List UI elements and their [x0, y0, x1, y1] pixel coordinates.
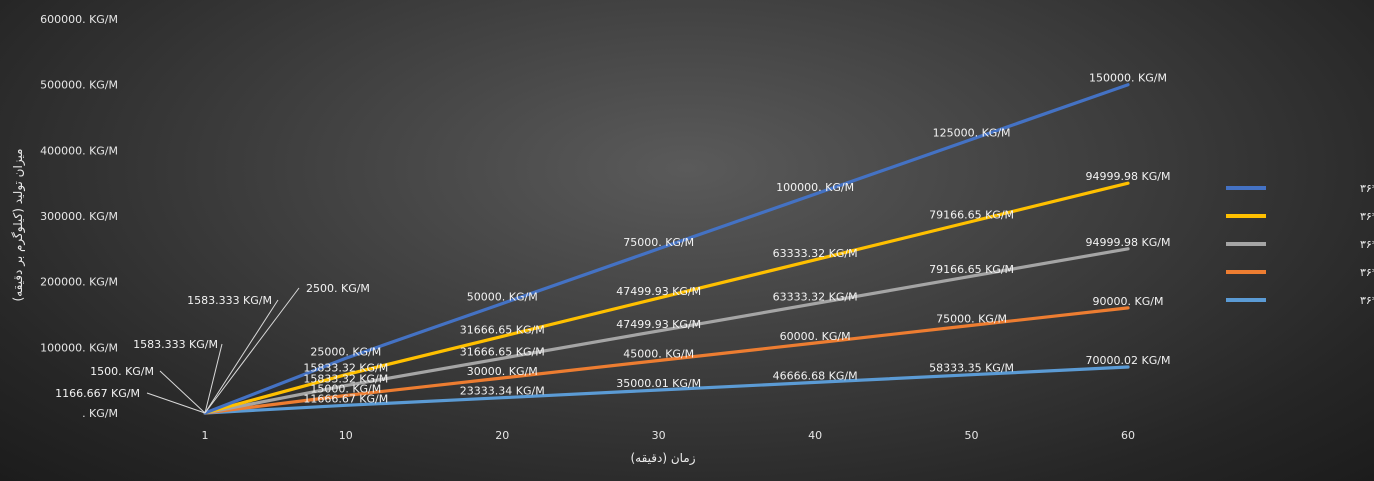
- data-label: 15833.32 KG/M: [303, 362, 388, 375]
- origin-callout-label: 1500. KG/M: [90, 365, 154, 378]
- origin-callout-label: 2500. KG/M: [306, 282, 370, 295]
- y-tick-label: 200000. KG/M: [40, 276, 118, 289]
- data-label: 125000. KG/M: [933, 126, 1011, 139]
- callout-leader: [146, 392, 206, 414]
- data-label: 46666.68 KG/M: [773, 369, 858, 382]
- x-tick-label: 10: [339, 429, 353, 442]
- callout-leader: [204, 343, 223, 414]
- callout-leader: [204, 299, 279, 414]
- data-label: 30000. KG/M: [467, 365, 538, 378]
- data-label: 100000. KG/M: [776, 181, 854, 194]
- data-label: 11666.67 KG/M: [303, 392, 388, 405]
- data-label: 47499.93 KG/M: [616, 318, 701, 331]
- legend-label: هیدروکن ۴*۳۶: [1360, 238, 1374, 251]
- legend-label: هیدروکن ۲*۳۶: [1360, 294, 1374, 307]
- y-tick-label: 500000. KG/M: [40, 79, 118, 92]
- origin-callout-label: 1166.667 KG/M: [55, 387, 140, 400]
- series-line: [203, 83, 1130, 415]
- legend-label: هیدروکن ۳*۳۶: [1360, 266, 1374, 279]
- data-label: 79166.65 KG/M: [929, 208, 1014, 221]
- series-line: [203, 181, 1130, 415]
- callout-leader: [159, 370, 206, 414]
- data-label: 15000. KG/M: [310, 382, 381, 395]
- series-line: [203, 247, 1130, 415]
- x-tick-label: 30: [652, 429, 666, 442]
- data-label: 31666.65 KG/M: [460, 323, 545, 336]
- data-label: 75000. KG/M: [623, 236, 694, 249]
- y-axis-title: میزان تولید (کیلوگرم بر دقیقه): [11, 149, 26, 302]
- x-tick-label: 60: [1121, 429, 1135, 442]
- series-line: [203, 365, 1130, 415]
- y-tick-label: 400000. KG/M: [40, 144, 118, 157]
- x-axis-title: زمان (دقیقه): [630, 451, 695, 466]
- data-label: 25000. KG/M: [310, 345, 381, 358]
- x-tick-label: 50: [965, 429, 979, 442]
- data-label: 15833.32 KG/M: [303, 373, 388, 386]
- data-label: 58333.35 KG/M: [929, 362, 1014, 375]
- data-label: 63333.32 KG/M: [773, 247, 858, 260]
- data-label: 35000.01 KG/M: [616, 377, 701, 390]
- data-label: 60000. KG/M: [780, 330, 851, 343]
- y-tick-label: 100000. KG/M: [40, 341, 118, 354]
- data-label: 63333.32 KG/M: [773, 291, 858, 304]
- data-label: 75000. KG/M: [936, 312, 1007, 325]
- data-label: 31666.65 KG/M: [460, 345, 545, 358]
- y-tick-label: . KG/M: [82, 407, 118, 420]
- data-label: 150000. KG/M: [1089, 72, 1167, 85]
- series-line: [203, 306, 1130, 415]
- legend-label: هیدروکن ۵,۵*۳۶: [1360, 210, 1374, 223]
- x-tick-label: 40: [808, 429, 822, 442]
- callout-leader: [204, 287, 300, 414]
- data-label: 94999.98 KG/M: [1086, 170, 1171, 183]
- y-tick-label: 300000. KG/M: [40, 210, 118, 223]
- data-label: 23333.34 KG/M: [460, 385, 545, 398]
- data-label: 47499.93 KG/M: [616, 285, 701, 298]
- origin-callout-label: 1583.333 KG/M: [187, 294, 272, 307]
- legend-label: هیدروکن ۷,۵*۳۶: [1360, 182, 1374, 195]
- data-label: 50000. KG/M: [467, 291, 538, 304]
- data-label: 90000. KG/M: [1093, 295, 1164, 308]
- data-label: 94999.98 KG/M: [1086, 236, 1171, 249]
- data-label: 70000.02 KG/M: [1086, 354, 1171, 367]
- origin-callout-label: 1583.333 KG/M: [133, 338, 218, 351]
- data-label: 45000. KG/M: [623, 347, 694, 360]
- x-tick-label: 20: [495, 429, 509, 442]
- x-tick-label: 1: [202, 429, 209, 442]
- data-label: 79166.65 KG/M: [929, 263, 1014, 276]
- y-tick-label: 600000. KG/M: [40, 13, 118, 26]
